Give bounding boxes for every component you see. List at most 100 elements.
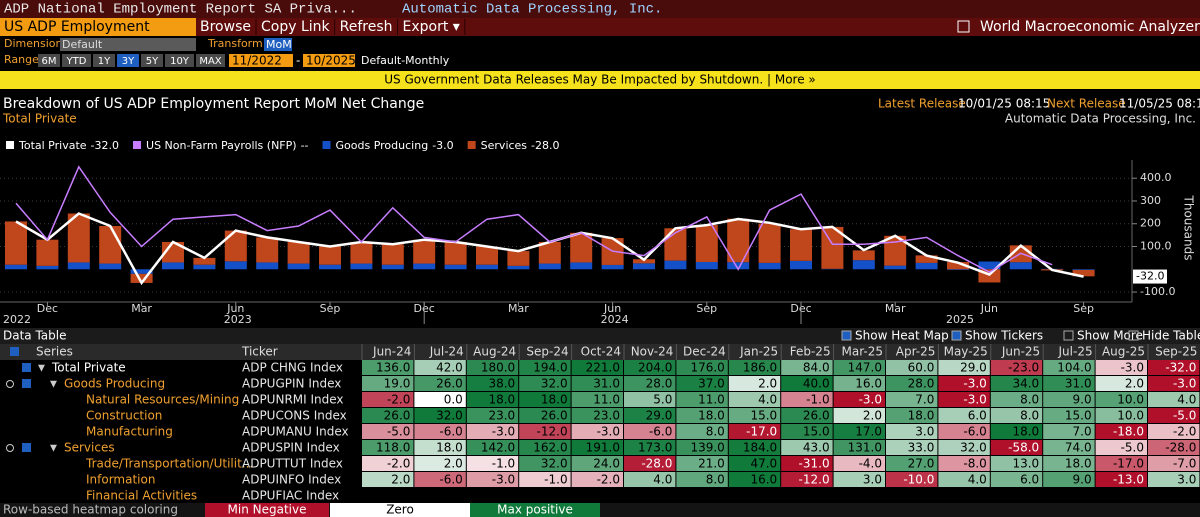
series-name[interactable]: Total Private — [51, 361, 126, 375]
range-button-label[interactable]: 3Y — [122, 56, 135, 67]
range-button[interactable] — [141, 54, 163, 67]
menu-item[interactable]: Copy Link — [261, 19, 331, 35]
series-name[interactable]: Natural Resources/Mining — [86, 393, 239, 407]
range-button-label[interactable]: MAX — [199, 56, 221, 67]
heatmap-cell — [362, 424, 414, 439]
series-name[interactable]: Goods Producing — [64, 377, 165, 391]
range-button[interactable] — [93, 54, 115, 67]
range-button[interactable] — [38, 54, 60, 67]
bar-segment — [633, 263, 655, 270]
column-header: Jan-25 — [739, 345, 778, 359]
cell-value: -1.0 — [492, 457, 515, 471]
menu-item[interactable]: Refresh — [340, 19, 393, 35]
menu-item[interactable]: Export ▾ — [403, 19, 460, 35]
row-checkbox[interactable] — [22, 443, 31, 452]
banner[interactable] — [0, 71, 1200, 89]
heatmap-cell — [414, 424, 466, 439]
table-button[interactable]: Show Tickers — [965, 329, 1043, 343]
bar-segment — [162, 262, 184, 270]
row-pin[interactable] — [6, 444, 14, 452]
range-button-label[interactable]: 10Y — [170, 56, 190, 67]
series-name[interactable]: Manufacturing — [86, 425, 173, 439]
table-button[interactable]: Show More — [1077, 329, 1143, 343]
transform-value[interactable]: MoM — [266, 38, 292, 51]
row-checkbox[interactable] — [22, 379, 31, 388]
bar-segment — [5, 264, 27, 270]
bar-segment — [193, 264, 216, 270]
cell-value: -5.0 — [1173, 409, 1196, 423]
row-checkbox[interactable] — [22, 363, 31, 372]
series-name[interactable]: Information — [86, 473, 155, 487]
heatmap-cell — [571, 376, 623, 391]
table-button[interactable]: Hide Table — [1142, 329, 1200, 343]
chart-source: Automatic Data Processing, Inc. — [1005, 112, 1196, 126]
cell-value: -17.0 — [1113, 457, 1144, 471]
heatmap-cell — [833, 408, 885, 423]
start-date[interactable]: 11/2022 — [232, 54, 282, 68]
select-all-checkbox[interactable] — [10, 347, 19, 356]
security-box[interactable] — [0, 18, 196, 36]
app-name[interactable]: World Macroeconomic Analyzer — [980, 19, 1200, 35]
cell-value: -7.0 — [1173, 457, 1196, 471]
table-titlebar — [0, 328, 1200, 344]
cell-value: 47.0 — [750, 457, 777, 471]
cell-value: 180.0 — [481, 361, 515, 375]
cell-value: 84.0 — [803, 361, 830, 375]
cell-value: 42.0 — [436, 361, 463, 375]
table-button[interactable]: Show Heat Map — [855, 329, 949, 343]
cell-value: 184.0 — [743, 441, 777, 455]
series-name[interactable]: Services — [64, 441, 115, 455]
cell-value: 15.0 — [803, 425, 830, 439]
menu-item[interactable]: Browse — [200, 19, 251, 35]
bar-segment — [99, 263, 122, 270]
heatmap-cell — [886, 360, 938, 375]
heatmap-cell — [519, 392, 571, 407]
start-date-box[interactable] — [229, 54, 293, 67]
heatmap-cell — [728, 440, 781, 455]
range-button[interactable] — [165, 54, 194, 67]
bar-segment — [319, 246, 341, 265]
heatmap-cell — [676, 376, 728, 391]
cell-value: -6.0 — [439, 425, 462, 439]
range-button-label[interactable]: 1Y — [98, 56, 111, 67]
title-bar — [0, 0, 1200, 18]
cell-value: 4.0 — [968, 473, 987, 487]
cell-value: 2.0 — [391, 473, 410, 487]
range-button-label[interactable]: YTD — [66, 56, 87, 67]
table-button-icon[interactable] — [951, 330, 962, 341]
column-header: Ticker — [241, 345, 278, 359]
row-pin[interactable] — [6, 380, 14, 388]
end-date[interactable]: 10/2025 — [306, 54, 356, 68]
range-button[interactable] — [62, 54, 91, 67]
bar-segment — [444, 241, 467, 265]
series-name[interactable]: Construction — [86, 409, 162, 423]
table-button-icon[interactable] — [1128, 330, 1139, 341]
heatmap-cell — [466, 392, 519, 407]
end-date-box[interactable] — [303, 54, 355, 67]
dimension-dropdown[interactable] — [60, 38, 196, 51]
banner-text[interactable]: US Government Data Releases May Be Impac… — [384, 73, 816, 87]
launch-icon[interactable] — [957, 20, 970, 33]
range-button-label[interactable]: 6M — [42, 56, 57, 67]
heatmap-cell — [624, 360, 676, 375]
cell-value: 10.0 — [1117, 393, 1144, 407]
heatmap-cell — [624, 424, 676, 439]
column-header: Jul-25 — [1058, 345, 1093, 359]
table-button-icon[interactable] — [1063, 330, 1074, 341]
cell-value: -58.0 — [1008, 441, 1039, 455]
range-button[interactable] — [117, 54, 139, 67]
range-button-label[interactable]: 5Y — [146, 56, 159, 67]
heatmap-cell — [938, 440, 990, 455]
table-button-icon[interactable] — [841, 330, 852, 341]
heatmap-cell — [571, 472, 623, 487]
range-button[interactable] — [196, 54, 225, 67]
heatmap-cell — [519, 360, 571, 375]
series-name[interactable]: Trade/Transportation/Utilit... — [85, 457, 253, 471]
series-name[interactable]: Financial Activities — [86, 489, 197, 503]
cell-value: 2.0 — [758, 377, 777, 391]
transform-box[interactable] — [264, 38, 292, 51]
dimension-value[interactable]: Default — [62, 38, 103, 51]
cell-value: 18.0 — [1012, 425, 1039, 439]
heatmap-cell — [624, 456, 676, 471]
cell-value: -3.0 — [1173, 377, 1196, 391]
